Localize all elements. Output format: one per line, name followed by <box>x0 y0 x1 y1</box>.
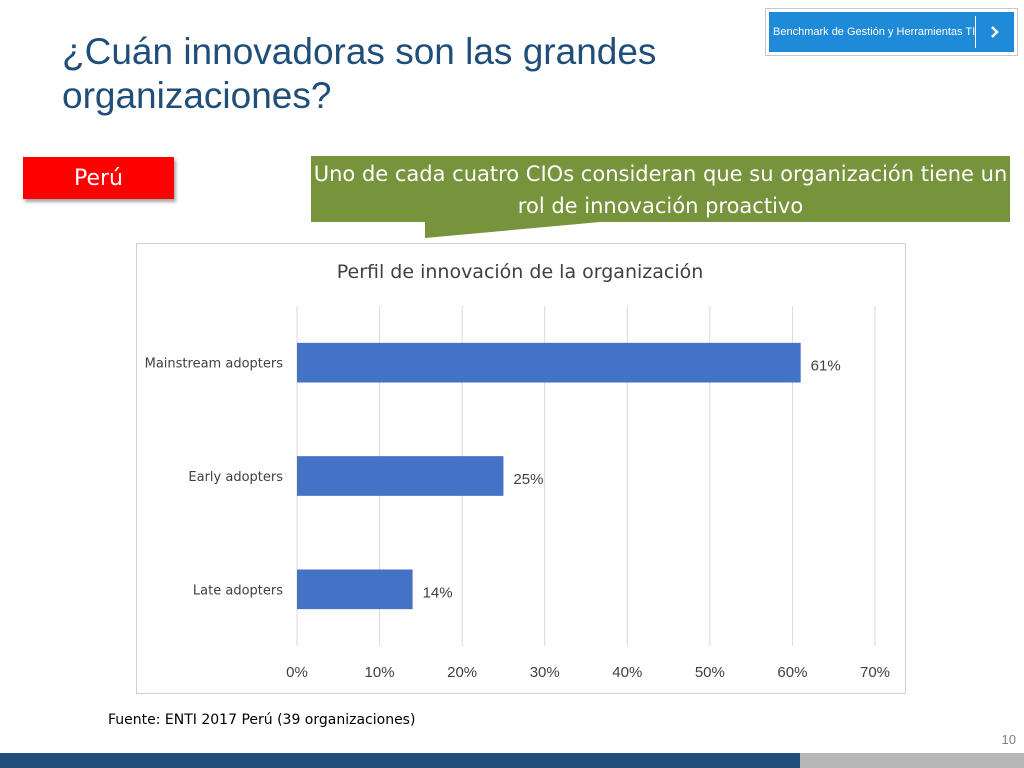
chart-frame: Perfil de innovación de la organización … <box>136 243 906 694</box>
category-label: Mainstream adopters <box>145 357 284 372</box>
x-tick-label: 0% <box>286 664 308 681</box>
callout-box: Uno de cada cuatro CIOs consideran que s… <box>311 156 1010 222</box>
callout-pointer <box>425 222 600 238</box>
x-tick-label: 40% <box>612 664 642 681</box>
bar <box>297 456 504 496</box>
benchmark-link-inner: Benchmark de Gestión y Herramientas TI <box>769 12 1014 52</box>
benchmark-link-button[interactable]: Benchmark de Gestión y Herramientas TI <box>765 8 1018 56</box>
x-tick-label: 70% <box>860 664 890 681</box>
x-tick-label: 60% <box>777 664 807 681</box>
x-tick-label: 50% <box>695 664 725 681</box>
chart-bars <box>297 342 801 610</box>
x-tick-label: 10% <box>365 664 395 681</box>
footer-bar-blue <box>0 753 800 768</box>
data-label: 25% <box>513 471 543 488</box>
category-label: Late adopters <box>193 583 283 598</box>
page-number: 10 <box>1001 732 1016 747</box>
footer-bar-grey <box>800 753 1024 768</box>
data-label: 14% <box>423 584 453 601</box>
chart-value-labels: 61% 25% 14% <box>423 358 841 602</box>
x-tick-label: 30% <box>530 664 560 681</box>
category-label: Early adopters <box>188 470 283 485</box>
chevron-right-icon <box>976 26 1014 38</box>
data-label: 61% <box>811 358 841 375</box>
country-label: Perú <box>23 157 174 199</box>
x-tick-label: 20% <box>447 664 477 681</box>
bar <box>297 342 801 383</box>
innovation-profile-chart: Perfil de innovación de la organización … <box>145 261 890 681</box>
source-note: Fuente: ENTI 2017 Perú (39 organizacione… <box>108 712 416 728</box>
chart-category-labels: Mainstream adopters Early adopters Late ad… <box>145 357 284 599</box>
bar <box>297 569 413 610</box>
slide-title: ¿Cuán innovadoras son las grandes organi… <box>62 31 657 117</box>
badge-divider <box>975 16 977 48</box>
benchmark-link-label: Benchmark de Gestión y Herramientas TI <box>773 26 976 38</box>
chart-title: Perfil de innovación de la organización <box>337 261 704 283</box>
chart-tick-labels: 0% 10% 20% 30% 40% 50% 60% 70% <box>286 664 890 681</box>
